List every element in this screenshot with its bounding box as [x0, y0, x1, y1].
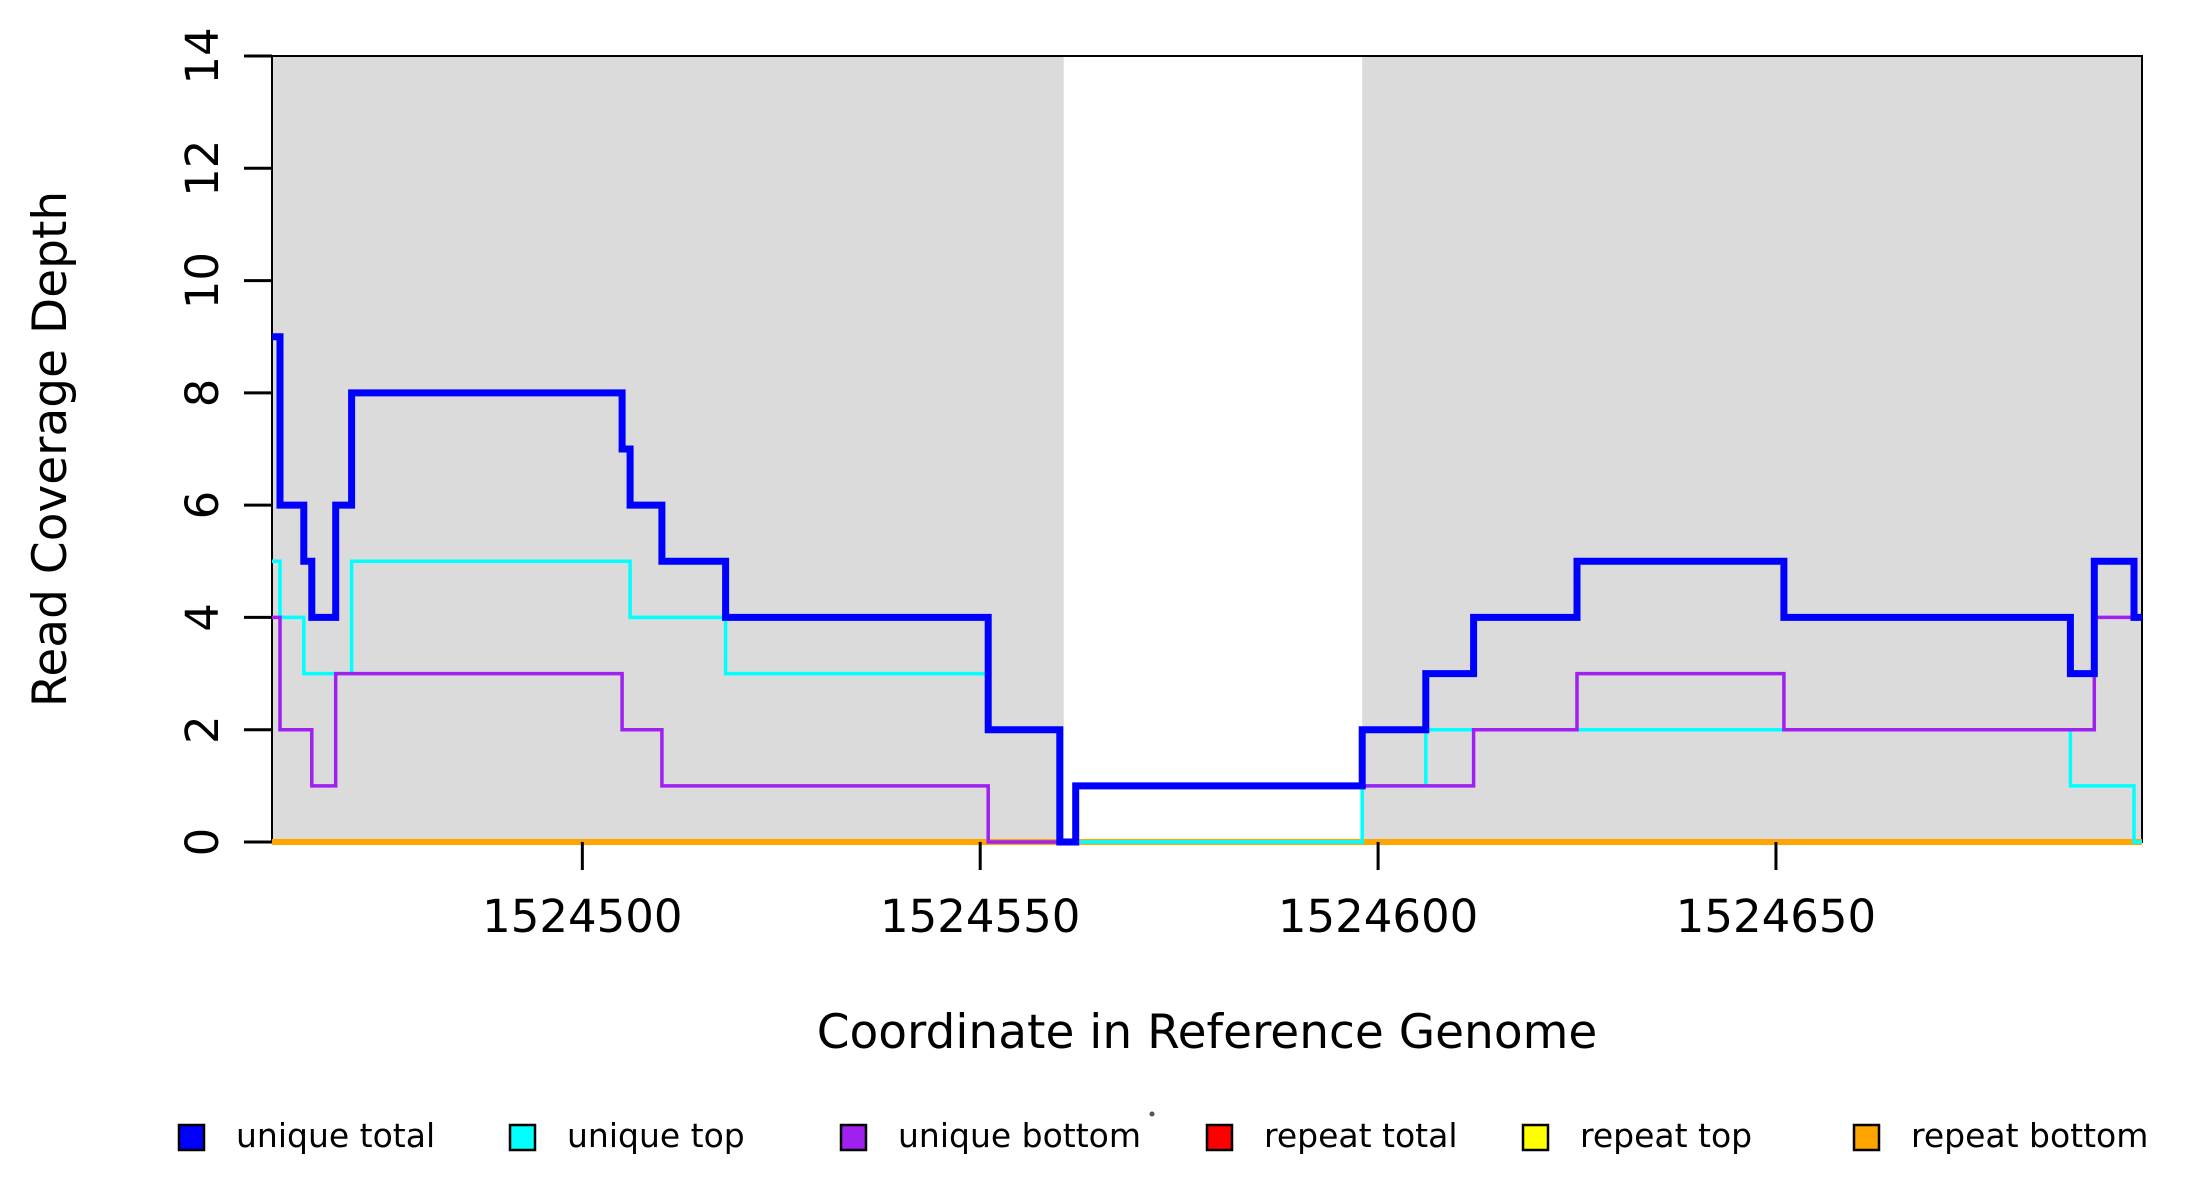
- legend-item-unique-bottom: unique bottom: [839, 1116, 1141, 1155]
- y-tick-label-2: 2: [176, 715, 229, 744]
- legend-label-unique-total: unique total: [236, 1116, 435, 1155]
- legend-label-repeat-total: repeat total: [1264, 1116, 1458, 1155]
- y-axis-title: Read Coverage Depth: [23, 191, 78, 707]
- x-axis-title: Coordinate in Reference Genome: [817, 1005, 1598, 1060]
- stray-mark: [1149, 1111, 1155, 1117]
- legend-swatch-unique-bottom: [839, 1123, 868, 1152]
- y-tick-label-14: 14: [176, 27, 229, 84]
- legend-swatch-repeat-top: [1521, 1123, 1550, 1152]
- y-tick-label-6: 6: [176, 491, 229, 520]
- x-tick-label-1524550: 1524550: [880, 890, 1080, 943]
- shaded-region-1: [272, 56, 1064, 842]
- series-line-unique-bottom: [272, 615, 2142, 844]
- legend-label-repeat-top: repeat top: [1580, 1116, 1752, 1155]
- legend-item-repeat-top: repeat top: [1521, 1116, 1752, 1155]
- y-tick-label-10: 10: [176, 252, 229, 309]
- legend-item-unique-total: unique total: [177, 1116, 435, 1155]
- y-tick-label-8: 8: [176, 379, 229, 408]
- legend-swatch-unique-total: [177, 1123, 206, 1152]
- legend-swatch-repeat-total: [1205, 1123, 1234, 1152]
- legend-label-unique-bottom: unique bottom: [898, 1116, 1141, 1155]
- y-tick-label-0: 0: [176, 828, 229, 857]
- shaded-region-2: [1362, 56, 2142, 842]
- x-tick-label-1524650: 1524650: [1676, 890, 1876, 943]
- x-tick-label-1524600: 1524600: [1278, 890, 1478, 943]
- legend-item-unique-top: unique top: [508, 1116, 745, 1155]
- legend-label-repeat-bottom: repeat bottom: [1911, 1116, 2148, 1155]
- legend-swatch-unique-top: [508, 1123, 537, 1152]
- y-tick-label-12: 12: [176, 140, 229, 197]
- legend-label-unique-top: unique top: [567, 1116, 745, 1155]
- legend-item-repeat-bottom: repeat bottom: [1852, 1116, 2148, 1155]
- legend: unique total unique top unique bottom repea…: [177, 1116, 2148, 1155]
- y-tick-label-4: 4: [176, 603, 229, 632]
- legend-item-repeat-total: repeat total: [1205, 1116, 1458, 1155]
- x-tick-label-1524500: 1524500: [482, 890, 682, 943]
- series-line-unique-total: [272, 333, 2142, 846]
- legend-swatch-repeat-bottom: [1852, 1123, 1881, 1152]
